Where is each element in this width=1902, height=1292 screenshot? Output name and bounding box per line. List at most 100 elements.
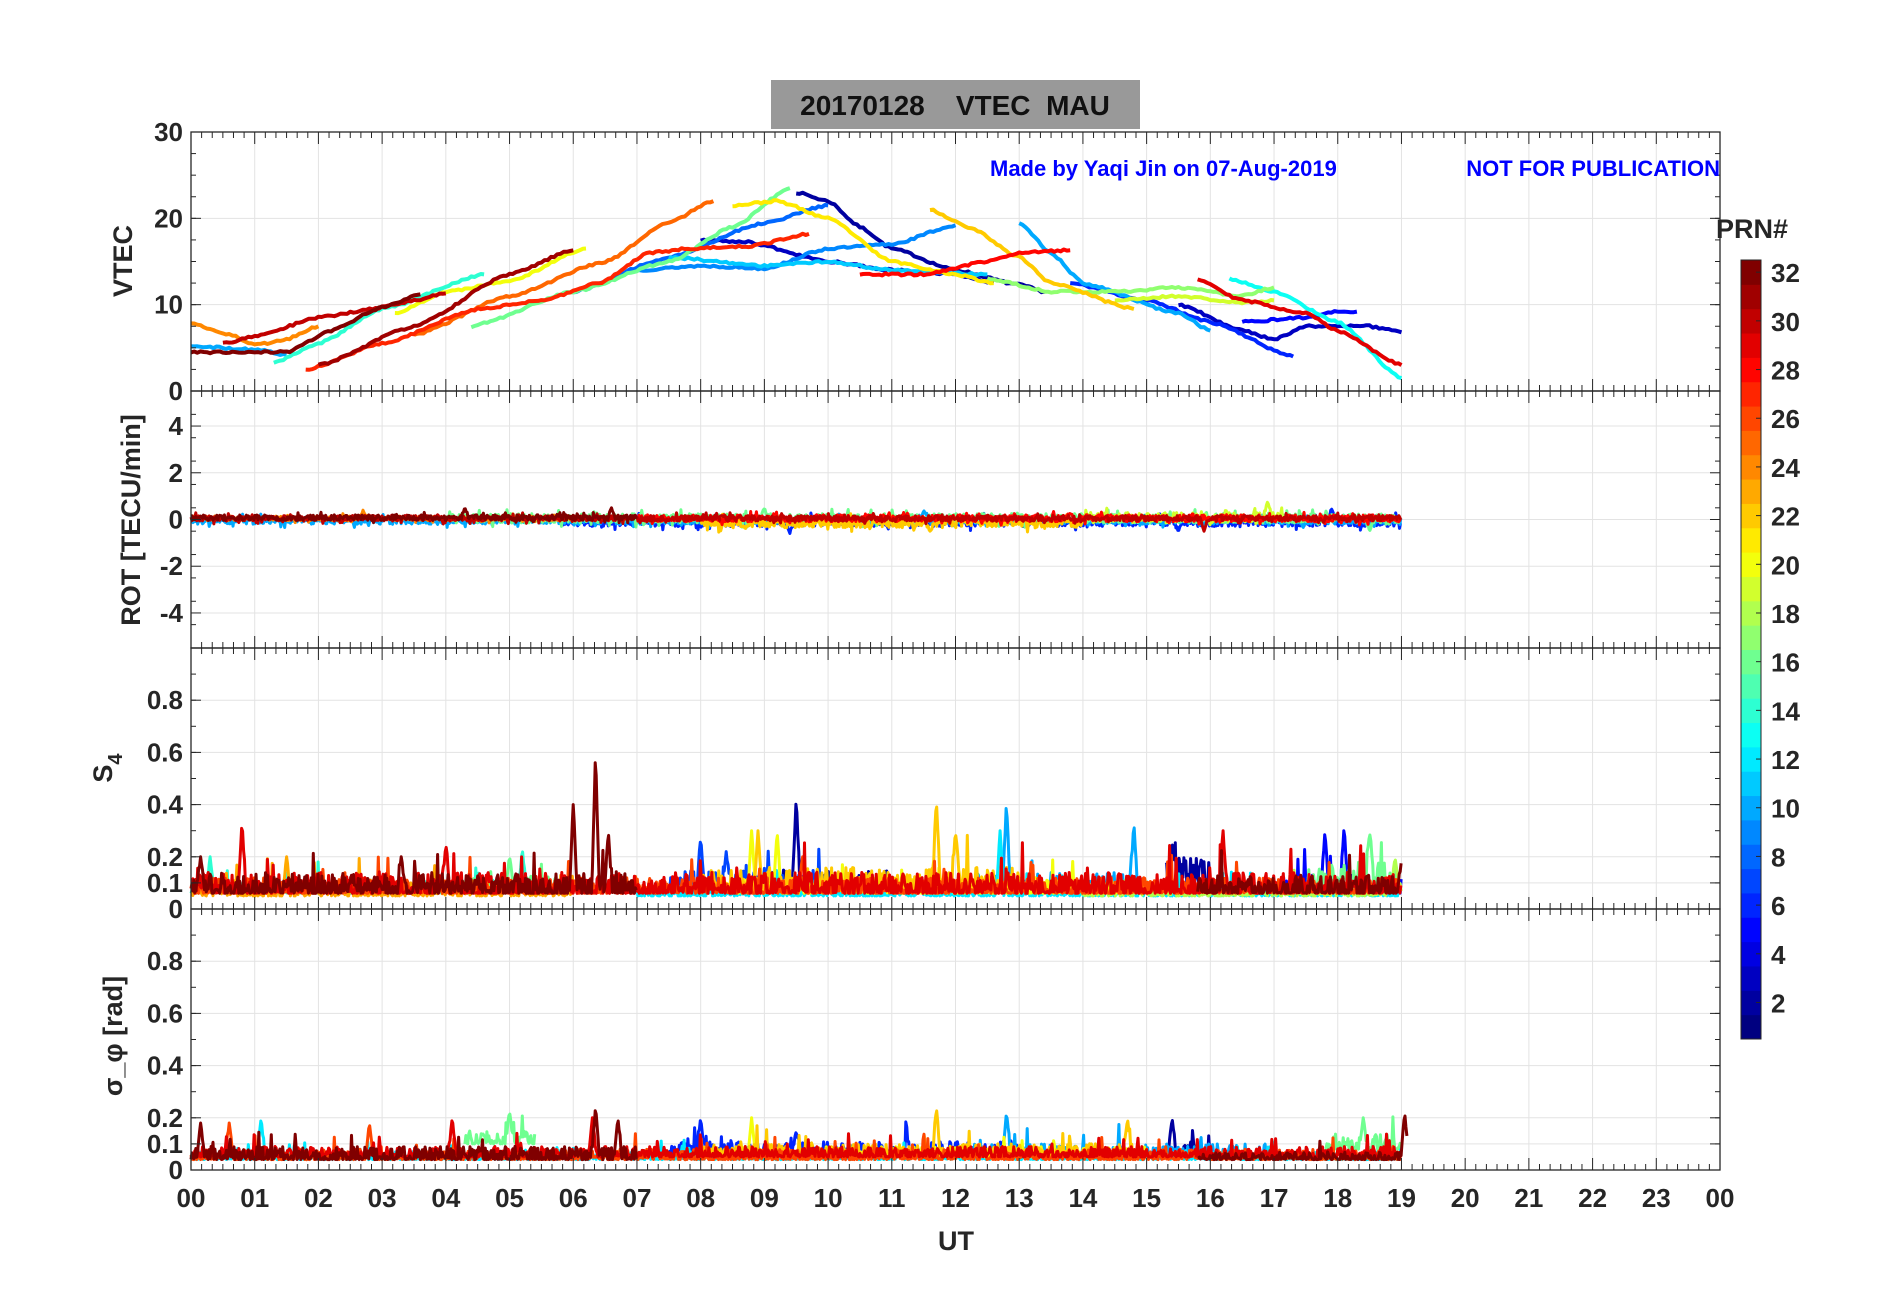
title-box bbox=[771, 80, 1140, 129]
x-tick-label: 01 bbox=[240, 1183, 269, 1213]
colorbar-bin-prn-24 bbox=[1741, 454, 1761, 480]
colorbar-bin-prn-28 bbox=[1741, 357, 1761, 383]
colorbar-bin-prn-31 bbox=[1741, 284, 1761, 310]
y-tick-label: 0 bbox=[169, 1155, 183, 1185]
colorbar-bin-prn-11 bbox=[1741, 771, 1761, 797]
vtec-line-prn-31 bbox=[317, 248, 574, 367]
x-tick-label: 20 bbox=[1451, 1183, 1480, 1213]
x-tick-label: 08 bbox=[686, 1183, 715, 1213]
y-tick-label: 0.4 bbox=[147, 1051, 184, 1081]
vtec-line-prn-10 bbox=[1018, 221, 1211, 333]
colorbar-bin-prn-18 bbox=[1741, 600, 1761, 626]
y-tick-label: 0.4 bbox=[147, 790, 184, 820]
y-tick-label: 2 bbox=[169, 458, 183, 488]
y-tick-label: 0.2 bbox=[147, 1103, 183, 1133]
ylabel-vtec: VTEC bbox=[108, 225, 138, 297]
colorbar-bin-prn-9 bbox=[1741, 819, 1761, 845]
s4-line-prn-29 bbox=[189, 826, 1403, 895]
vtec-line-prn-5 bbox=[1241, 309, 1358, 324]
colorbar-tick-label: 6 bbox=[1771, 891, 1785, 921]
colorbar-bin-prn-12 bbox=[1741, 746, 1761, 772]
colorbar-bin-prn-16 bbox=[1741, 649, 1761, 675]
colorbar-tick-label: 10 bbox=[1771, 794, 1800, 824]
y-tick-label: 0.6 bbox=[147, 737, 183, 767]
x-tick-label: 05 bbox=[495, 1183, 524, 1213]
colorbar-tick-label: 24 bbox=[1771, 453, 1800, 483]
x-tick-label: 18 bbox=[1323, 1183, 1352, 1213]
sigma-line-prn-32 bbox=[1197, 1114, 1409, 1162]
colorbar-tick-label: 30 bbox=[1771, 307, 1800, 337]
vtec-line-prn-28 bbox=[859, 247, 1071, 278]
colorbar-bin-prn-32 bbox=[1741, 260, 1761, 285]
y-tick-label: 20 bbox=[154, 203, 183, 233]
colorbar-bin-prn-13 bbox=[1741, 722, 1761, 748]
x-tick-label: 15 bbox=[1132, 1183, 1161, 1213]
vtec-line-prn-29 bbox=[1197, 277, 1403, 367]
y-tick-label: -4 bbox=[160, 598, 184, 628]
colorbar-bin-prn-26 bbox=[1741, 406, 1761, 431]
x-tick-label: 04 bbox=[431, 1183, 460, 1213]
vtec-line-prn-9 bbox=[636, 223, 957, 273]
chart-title: 20170128 VTEC MAU bbox=[800, 90, 1110, 121]
colorbar-tick-label: 28 bbox=[1771, 356, 1800, 386]
colorbar-bin-prn-4 bbox=[1741, 941, 1761, 967]
colorbar-bin-prn-20 bbox=[1741, 552, 1761, 577]
vtec-line-prn-32 bbox=[190, 292, 421, 356]
colorbar-bin-prn-17 bbox=[1741, 625, 1761, 650]
x-tick-label: 09 bbox=[750, 1183, 779, 1213]
x-tick-label: 06 bbox=[559, 1183, 588, 1213]
x-tick-label: 10 bbox=[814, 1183, 843, 1213]
y-tick-label: 0 bbox=[169, 894, 183, 924]
x-tick-label: 11 bbox=[878, 1183, 906, 1213]
s4-line-prn-32 bbox=[190, 761, 638, 895]
colorbar-tick-label: 14 bbox=[1771, 696, 1800, 726]
sigma-line-prn-32 bbox=[189, 1109, 638, 1162]
colorbar-bin-prn-23 bbox=[1741, 479, 1761, 504]
vtec-line-prn-30 bbox=[222, 291, 447, 345]
colorbar-bin-prn-15 bbox=[1741, 673, 1761, 699]
colorbar-bin-prn-6 bbox=[1741, 892, 1761, 918]
colorbar-tick-label: 32 bbox=[1771, 258, 1800, 288]
ylabel-s4: S4 bbox=[88, 753, 127, 783]
vtec-line-prn-16 bbox=[470, 186, 791, 330]
y-tick-label: 0 bbox=[169, 376, 183, 406]
colorbar-bin-prn-30 bbox=[1741, 308, 1761, 334]
colorbar-bin-prn-7 bbox=[1741, 868, 1761, 894]
axes: 0102030-4-202400.10.20.40.60.800.10.20.4… bbox=[147, 117, 1735, 1213]
x-tick-label: 17 bbox=[1260, 1183, 1289, 1213]
x-tick-label: 00 bbox=[1706, 1183, 1735, 1213]
colorbar-tick-label: 18 bbox=[1771, 599, 1800, 629]
vtec-line-prn-2 bbox=[795, 190, 1046, 295]
x-tick-label: 23 bbox=[1642, 1183, 1671, 1213]
x-tick-label: 22 bbox=[1578, 1183, 1607, 1213]
x-tick-label: 03 bbox=[368, 1183, 397, 1213]
colorbar-bin-prn-14 bbox=[1741, 698, 1761, 724]
colorbar-bin-prn-1 bbox=[1741, 1014, 1761, 1040]
colorbar-tick-label: 16 bbox=[1771, 648, 1800, 678]
ylabel-s4-text: S4 bbox=[88, 753, 127, 783]
colorbar-bin-prn-10 bbox=[1741, 795, 1761, 821]
vtec-line-prn-22 bbox=[929, 207, 1135, 311]
x-tick-label: 21 bbox=[1514, 1183, 1543, 1213]
x-tick-label: 16 bbox=[1196, 1183, 1225, 1213]
y-tick-label: 0.6 bbox=[147, 998, 183, 1028]
colorbar-bin-prn-19 bbox=[1741, 576, 1761, 602]
colorbar-label: PRN# bbox=[1716, 214, 1788, 244]
y-tick-label: 4 bbox=[169, 411, 184, 441]
xlabel: UT bbox=[938, 1226, 974, 1256]
gridlines bbox=[191, 131, 1720, 1171]
y-tick-label: 0 bbox=[169, 505, 183, 535]
y-tick-label: 10 bbox=[154, 290, 183, 320]
x-tick-label: 19 bbox=[1387, 1183, 1416, 1213]
colorbar-bin-prn-3 bbox=[1741, 965, 1761, 991]
y-tick-label: 0.1 bbox=[147, 1129, 183, 1159]
vtec-line-prn-3 bbox=[1178, 302, 1403, 342]
vtec-line-prn-21 bbox=[732, 198, 994, 286]
colorbar-bin-prn-22 bbox=[1741, 503, 1761, 529]
colorbar-bin-prn-2 bbox=[1741, 990, 1761, 1016]
colorbar-bin-prn-27 bbox=[1741, 381, 1761, 407]
watermark-author: Made by Yaqi Jin on 07-Aug-2019 bbox=[990, 156, 1337, 181]
s4-line-prn-32 bbox=[1196, 849, 1403, 895]
sigma-line-prn-16 bbox=[463, 1112, 537, 1146]
